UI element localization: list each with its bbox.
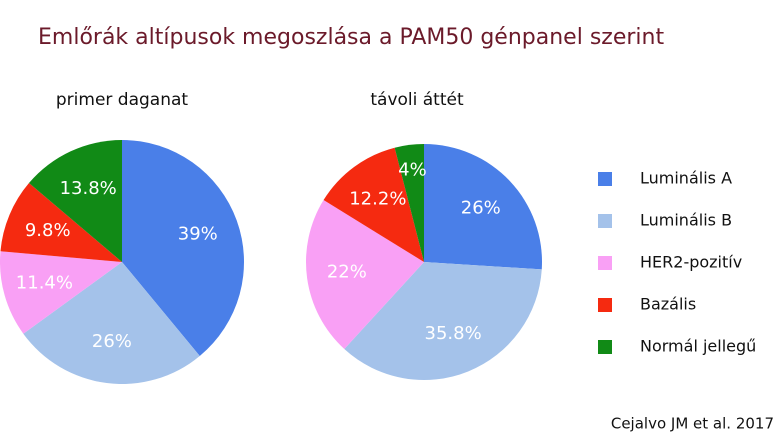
chart-title: távoli áttét (370, 90, 464, 110)
legend-label: Bazális (640, 295, 696, 314)
pie-slice (0, 183, 122, 262)
chart-title: primer daganat (56, 90, 189, 110)
legend-swatch (598, 172, 612, 186)
legend-label: Luminális A (640, 169, 732, 188)
value-label: 26% (92, 331, 132, 352)
pie-slice (0, 251, 122, 334)
legend-swatch (598, 214, 612, 228)
pie-slice (305, 200, 424, 350)
legend-swatch (598, 298, 612, 312)
value-label: 35.8% (425, 323, 482, 344)
value-label: 4% (398, 160, 427, 181)
page-title: Emlőrák altípusok megoszlása a PAM50 gén… (38, 25, 664, 50)
pie-slice (122, 140, 245, 357)
pie-slice (23, 262, 200, 385)
value-label: 39% (178, 224, 218, 245)
value-label: 26% (461, 198, 501, 219)
legend-swatch (598, 256, 612, 270)
pie-slice (28, 140, 123, 262)
pie-slice (344, 262, 542, 380)
legend-label: Normál jellegű (640, 337, 756, 356)
pie-slice (424, 144, 542, 270)
value-label: 12.2% (349, 188, 406, 209)
value-label: 9.8% (25, 220, 71, 241)
value-label: 13.8% (60, 178, 117, 199)
legend-label: Luminális B (640, 211, 732, 230)
value-label: 22% (327, 262, 367, 283)
pie-slice (394, 144, 424, 262)
source: Cejalvo JM et al. 2017 (611, 415, 774, 433)
legend-swatch (598, 340, 612, 354)
legend-label: HER2-pozitív (640, 253, 742, 272)
pie-slice (323, 147, 424, 262)
value-label: 11.4% (16, 272, 73, 293)
